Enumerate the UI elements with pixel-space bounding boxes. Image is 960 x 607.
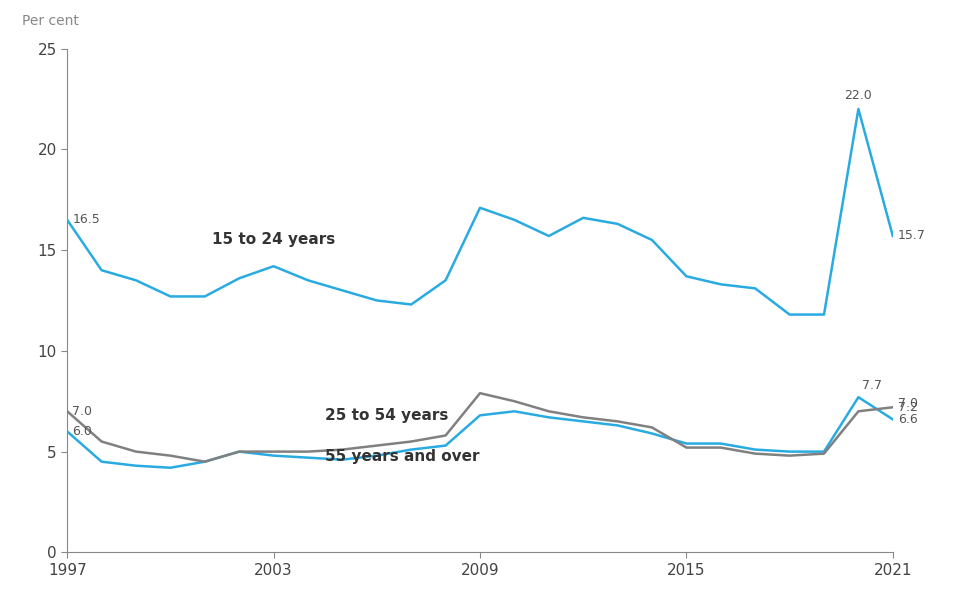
- Text: 22.0: 22.0: [845, 89, 873, 102]
- Text: 15.7: 15.7: [898, 229, 925, 242]
- Text: 55 years and over: 55 years and over: [325, 449, 480, 464]
- Text: 7.0: 7.0: [72, 405, 92, 418]
- Text: 6.0: 6.0: [72, 425, 92, 438]
- Text: 7.7: 7.7: [862, 379, 882, 392]
- Text: 6.6: 6.6: [898, 413, 918, 426]
- Text: 25 to 54 years: 25 to 54 years: [325, 409, 448, 423]
- Text: 7.2: 7.2: [898, 401, 918, 414]
- Text: Per cent: Per cent: [22, 15, 79, 29]
- Text: 7.0: 7.0: [898, 398, 918, 410]
- Text: 16.5: 16.5: [72, 213, 100, 226]
- Text: 15 to 24 years: 15 to 24 years: [212, 232, 335, 247]
